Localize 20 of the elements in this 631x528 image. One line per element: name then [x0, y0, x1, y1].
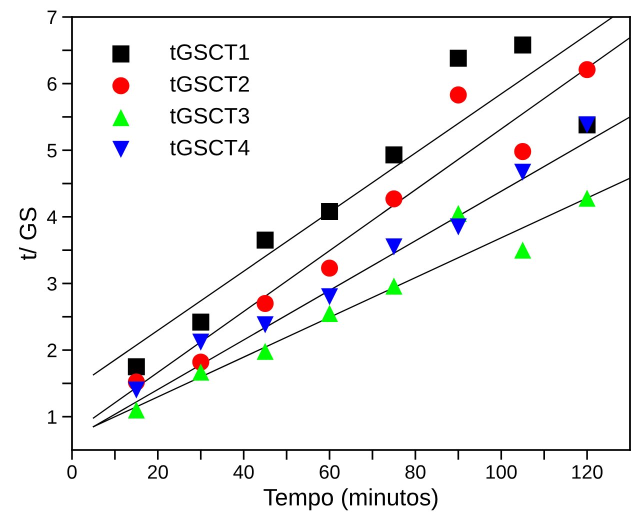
y-tick-label: 1 [48, 410, 56, 424]
y-tick-label: 6 [48, 77, 57, 91]
y-axis-title: t/ GS [19, 208, 36, 260]
x-tick-label: 20 [148, 465, 168, 479]
x-tick-label: 40 [233, 465, 254, 479]
y-tick-label: 5 [47, 144, 57, 158]
x-tick-label: 60 [320, 465, 340, 479]
legend-label: tGSCT2 [170, 76, 249, 92]
x-tick-label: 80 [405, 465, 426, 479]
y-tick-label: 7 [48, 10, 56, 24]
legend-label: tGSCT3 [170, 108, 250, 124]
x-axis-title: Tempo (minutos) [264, 488, 438, 510]
x-tick-label: 0 [67, 465, 77, 479]
y-tick-label: 2 [48, 344, 56, 358]
y-tick-label: 3 [47, 276, 57, 291]
x-tick-label: 120 [572, 465, 603, 479]
x-tick-label: 100 [486, 465, 517, 479]
y-tick-label: 4 [47, 210, 57, 224]
legend-label: tGSCT4 [170, 140, 250, 156]
legend-label: tGSCT1 [170, 44, 249, 60]
